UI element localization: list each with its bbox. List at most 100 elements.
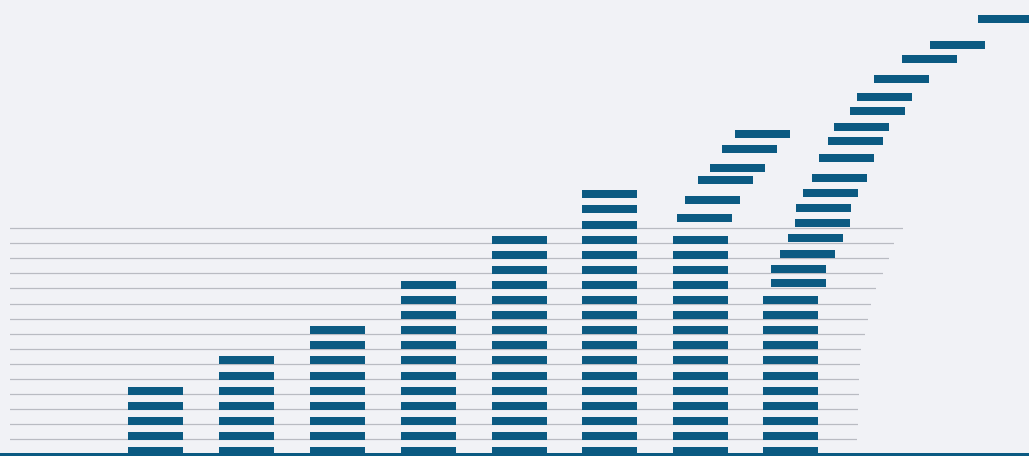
dash-mark [710, 164, 765, 172]
curved-tail-1 [677, 130, 790, 222]
dash-mark [492, 432, 547, 440]
dash-mark [582, 190, 637, 198]
dash-mark [673, 402, 728, 410]
dash-mark [310, 417, 365, 425]
dash-mark [310, 326, 365, 334]
dash-mark [763, 417, 818, 425]
dash-mark [698, 176, 753, 184]
dash-mark [722, 145, 777, 153]
dash-mark [582, 251, 637, 259]
dash-mark [582, 326, 637, 334]
dash-mark [401, 341, 456, 349]
dash-mark [128, 402, 183, 410]
dash-mark [795, 219, 850, 227]
dash-column-4 [401, 281, 456, 455]
dash-mark [673, 266, 728, 274]
dash-mark [219, 372, 274, 380]
dash-mark [673, 341, 728, 349]
dash-mark [310, 402, 365, 410]
dash-mark [582, 341, 637, 349]
dash-mark [492, 251, 547, 259]
dash-mark [763, 447, 818, 455]
dash-mark [492, 387, 547, 395]
dash-mark [673, 372, 728, 380]
dash-mark [763, 387, 818, 395]
dash-mark [128, 447, 183, 455]
dash-column-8 [763, 296, 818, 455]
dash-mark [685, 196, 740, 204]
dash-mark [763, 296, 818, 304]
dash-mark [219, 356, 274, 364]
dash-mark [582, 281, 637, 289]
dash-mark [763, 356, 818, 364]
dash-column-5 [492, 236, 547, 455]
dash-mark [673, 236, 728, 244]
dash-mark [677, 214, 732, 222]
dash-mark [401, 432, 456, 440]
dash-mark [582, 402, 637, 410]
dash-mark [310, 341, 365, 349]
dash-mark [812, 174, 867, 182]
dash-mark [673, 432, 728, 440]
dash-mark [735, 130, 790, 138]
dash-mark [401, 326, 456, 334]
dash-mark [673, 387, 728, 395]
dash-column-3 [310, 326, 365, 455]
dash-mark [219, 417, 274, 425]
dash-mark [128, 432, 183, 440]
dash-mark [492, 236, 547, 244]
dash-mark [673, 311, 728, 319]
dash-mark [492, 372, 547, 380]
dash-mark [582, 221, 637, 229]
dash-mark [310, 372, 365, 380]
dash-mark [788, 234, 843, 242]
dash-mark [763, 402, 818, 410]
dash-mark [401, 372, 456, 380]
dash-mark [874, 75, 929, 83]
dash-mark [492, 356, 547, 364]
dash-mark [128, 387, 183, 395]
dash-mark [492, 281, 547, 289]
dash-mark [834, 123, 889, 131]
dash-mark [673, 326, 728, 334]
dash-mark [796, 204, 851, 212]
dash-mark [582, 372, 637, 380]
dash-mark [492, 402, 547, 410]
dash-mark [902, 55, 957, 63]
dash-mark [582, 311, 637, 319]
dash-mark [219, 432, 274, 440]
dash-mark [803, 189, 858, 197]
dash-mark [850, 107, 905, 115]
dash-mark [401, 311, 456, 319]
dash-mark [763, 341, 818, 349]
dash-mark [492, 296, 547, 304]
baseline [0, 453, 1029, 456]
dash-mark [492, 326, 547, 334]
dash-mark [128, 417, 183, 425]
dash-mark [828, 137, 883, 145]
dash-mark [492, 266, 547, 274]
curved-tail-2 [771, 15, 1029, 287]
dash-mark [763, 311, 818, 319]
dash-column-6 [582, 190, 637, 455]
dash-mark [819, 154, 874, 162]
dash-mark [401, 447, 456, 455]
dash-mark [219, 387, 274, 395]
dash-mark [310, 432, 365, 440]
dash-mark [492, 447, 547, 455]
dash-mark [930, 41, 985, 49]
dash-column-7 [673, 236, 728, 455]
dash-mark [673, 447, 728, 455]
dash-mark [780, 250, 835, 258]
dash-mark [673, 417, 728, 425]
dash-mark [582, 447, 637, 455]
dash-mark [401, 296, 456, 304]
dash-mark [582, 432, 637, 440]
dash-mark [219, 402, 274, 410]
dash-mark [492, 311, 547, 319]
dash-mark [673, 356, 728, 364]
dash-columns [128, 190, 818, 455]
dash-mark [673, 251, 728, 259]
dash-mark [492, 417, 547, 425]
